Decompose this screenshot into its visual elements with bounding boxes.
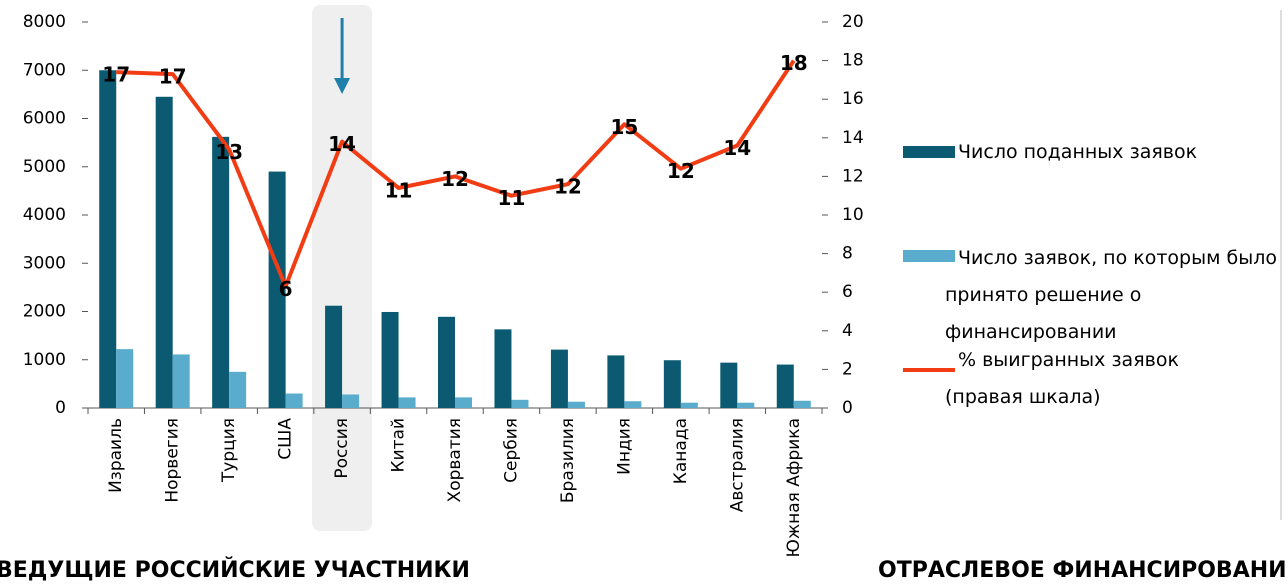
data-label: 11 <box>385 178 413 202</box>
bar <box>663 360 681 408</box>
y2-tick-label: 10 <box>842 205 864 225</box>
y-tick-label: 3000 <box>23 253 66 273</box>
x-tick-label: Россия <box>332 418 352 479</box>
x-tick-label: Норвегия <box>163 418 183 503</box>
x-tick-label: Сербия <box>501 418 521 483</box>
y2-tick-label: 0 <box>842 398 853 418</box>
y2-tick-label: 18 <box>842 51 864 71</box>
y-tick-label: 5000 <box>23 157 66 177</box>
y-tick-label: 2000 <box>23 302 66 322</box>
y-tick-label: 1000 <box>23 350 66 370</box>
data-label: 17 <box>159 65 187 89</box>
legend-label: % выигранных заявок (правая шкала) <box>945 349 1179 408</box>
data-label: 14 <box>328 132 356 156</box>
bar <box>455 397 472 408</box>
y2-tick-label: 20 <box>842 12 864 32</box>
bar <box>268 171 286 408</box>
y2-tick-label: 2 <box>842 359 853 379</box>
bar <box>155 96 173 408</box>
bar <box>212 136 230 408</box>
legend-swatch <box>903 146 955 158</box>
bar <box>172 354 190 408</box>
y2-tick-label: 14 <box>842 128 864 148</box>
y2-tick-label: 6 <box>842 282 853 302</box>
bar <box>438 316 455 408</box>
y2-tick-label: 8 <box>842 244 853 264</box>
section-title: ОТРАСЛЕВОЕ ФИНАНСИРОВАНИЕ <box>878 558 1288 583</box>
x-tick-label: Канада <box>671 418 691 484</box>
x-tick-label: Бразилия <box>558 418 578 503</box>
bar <box>398 397 416 408</box>
data-label: 6 <box>279 277 293 301</box>
x-tick-label: Индия <box>614 418 634 475</box>
data-label: 11 <box>498 186 526 210</box>
bar <box>680 402 698 408</box>
x-tick-label: Южная Африка <box>784 418 804 558</box>
bar <box>99 70 117 408</box>
line <box>116 59 796 289</box>
x-tick-label: Австралия <box>727 418 747 512</box>
x-tick-label: Китай <box>389 418 409 473</box>
x-tick-label: Хорватия <box>445 418 465 502</box>
data-label: 15 <box>610 115 638 139</box>
bar <box>793 400 811 408</box>
data-label: 12 <box>667 159 695 183</box>
data-label: 18 <box>780 51 808 75</box>
x-tick-label: США <box>276 418 296 460</box>
y-tick-label: 6000 <box>23 109 66 129</box>
y2-tick-label: 12 <box>842 166 864 186</box>
data-label: 17 <box>102 63 130 87</box>
data-label: 14 <box>723 136 751 160</box>
section-title: ВЕДУЩИЕ РОССИЙСКИЕ УЧАСТНИКИ <box>0 558 470 583</box>
x-tick-label: Турция <box>219 418 239 483</box>
bar <box>776 364 794 408</box>
bar <box>116 349 134 408</box>
bar <box>511 399 529 408</box>
y2-tick-label: 4 <box>842 321 853 341</box>
bar <box>325 305 343 408</box>
y-tick-label: 4000 <box>23 205 66 225</box>
bar <box>550 349 568 408</box>
bar <box>567 401 585 408</box>
bar <box>229 371 247 408</box>
bar <box>607 355 625 408</box>
bar <box>381 311 399 408</box>
bar <box>494 329 512 408</box>
bar <box>737 402 755 408</box>
legend-label: Число поданных заявок <box>958 141 1198 163</box>
y-tick-label: 7000 <box>23 60 66 80</box>
bar <box>285 393 303 408</box>
data-label: 12 <box>554 175 582 199</box>
bar <box>720 362 738 408</box>
arrow-head <box>334 78 351 94</box>
y-tick-label: 8000 <box>23 12 66 32</box>
legend-label: Число заявок, по которым было принято ре… <box>945 247 1277 343</box>
y2-tick-label: 16 <box>842 89 864 109</box>
y-tick-label: 0 <box>55 398 66 418</box>
x-tick-label: Израиль <box>106 418 126 493</box>
data-label: 12 <box>441 167 469 191</box>
bar <box>342 394 360 408</box>
legend-swatch <box>903 250 955 262</box>
bar <box>624 401 642 408</box>
data-label: 13 <box>215 140 243 164</box>
